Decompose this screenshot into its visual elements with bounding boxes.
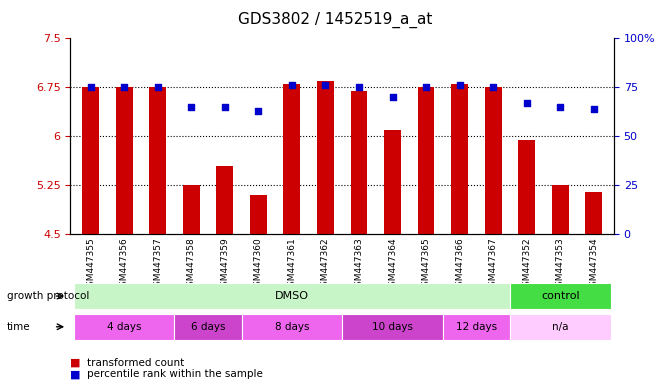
Point xyxy=(219,104,230,110)
Text: ■: ■ xyxy=(70,358,81,368)
Bar xyxy=(317,81,333,234)
Bar xyxy=(283,84,300,234)
Text: n/a: n/a xyxy=(552,322,568,332)
Bar xyxy=(518,140,535,234)
Text: transformed count: transformed count xyxy=(87,358,185,368)
Bar xyxy=(585,192,603,234)
Bar xyxy=(149,88,166,234)
Text: control: control xyxy=(541,291,580,301)
Bar xyxy=(451,84,468,234)
Bar xyxy=(115,88,132,234)
Point xyxy=(152,84,163,91)
Text: 12 days: 12 days xyxy=(456,322,497,332)
Point xyxy=(421,84,431,91)
Text: 8 days: 8 days xyxy=(274,322,309,332)
Point xyxy=(387,94,398,100)
Text: DMSO: DMSO xyxy=(275,291,309,301)
Text: growth protocol: growth protocol xyxy=(7,291,89,301)
Bar xyxy=(82,88,99,234)
Bar xyxy=(350,91,367,234)
Point xyxy=(521,100,532,106)
Text: percentile rank within the sample: percentile rank within the sample xyxy=(87,369,263,379)
Point xyxy=(354,84,364,91)
Text: 10 days: 10 days xyxy=(372,322,413,332)
Bar xyxy=(552,185,568,234)
Text: 6 days: 6 days xyxy=(191,322,225,332)
Point xyxy=(454,82,465,88)
Text: ■: ■ xyxy=(70,369,81,379)
Point xyxy=(186,104,197,110)
Text: GDS3802 / 1452519_a_at: GDS3802 / 1452519_a_at xyxy=(238,12,433,28)
Bar xyxy=(417,88,434,234)
Bar xyxy=(216,166,234,234)
Bar xyxy=(250,195,266,234)
Bar xyxy=(484,88,501,234)
Bar xyxy=(384,130,401,234)
Text: 4 days: 4 days xyxy=(107,322,142,332)
Point xyxy=(85,84,96,91)
Point xyxy=(119,84,130,91)
Point xyxy=(555,104,566,110)
Point xyxy=(320,82,331,88)
Point xyxy=(588,106,599,112)
Point xyxy=(287,82,297,88)
Point xyxy=(488,84,499,91)
Bar xyxy=(183,185,200,234)
Point xyxy=(253,108,264,114)
Text: time: time xyxy=(7,322,30,332)
